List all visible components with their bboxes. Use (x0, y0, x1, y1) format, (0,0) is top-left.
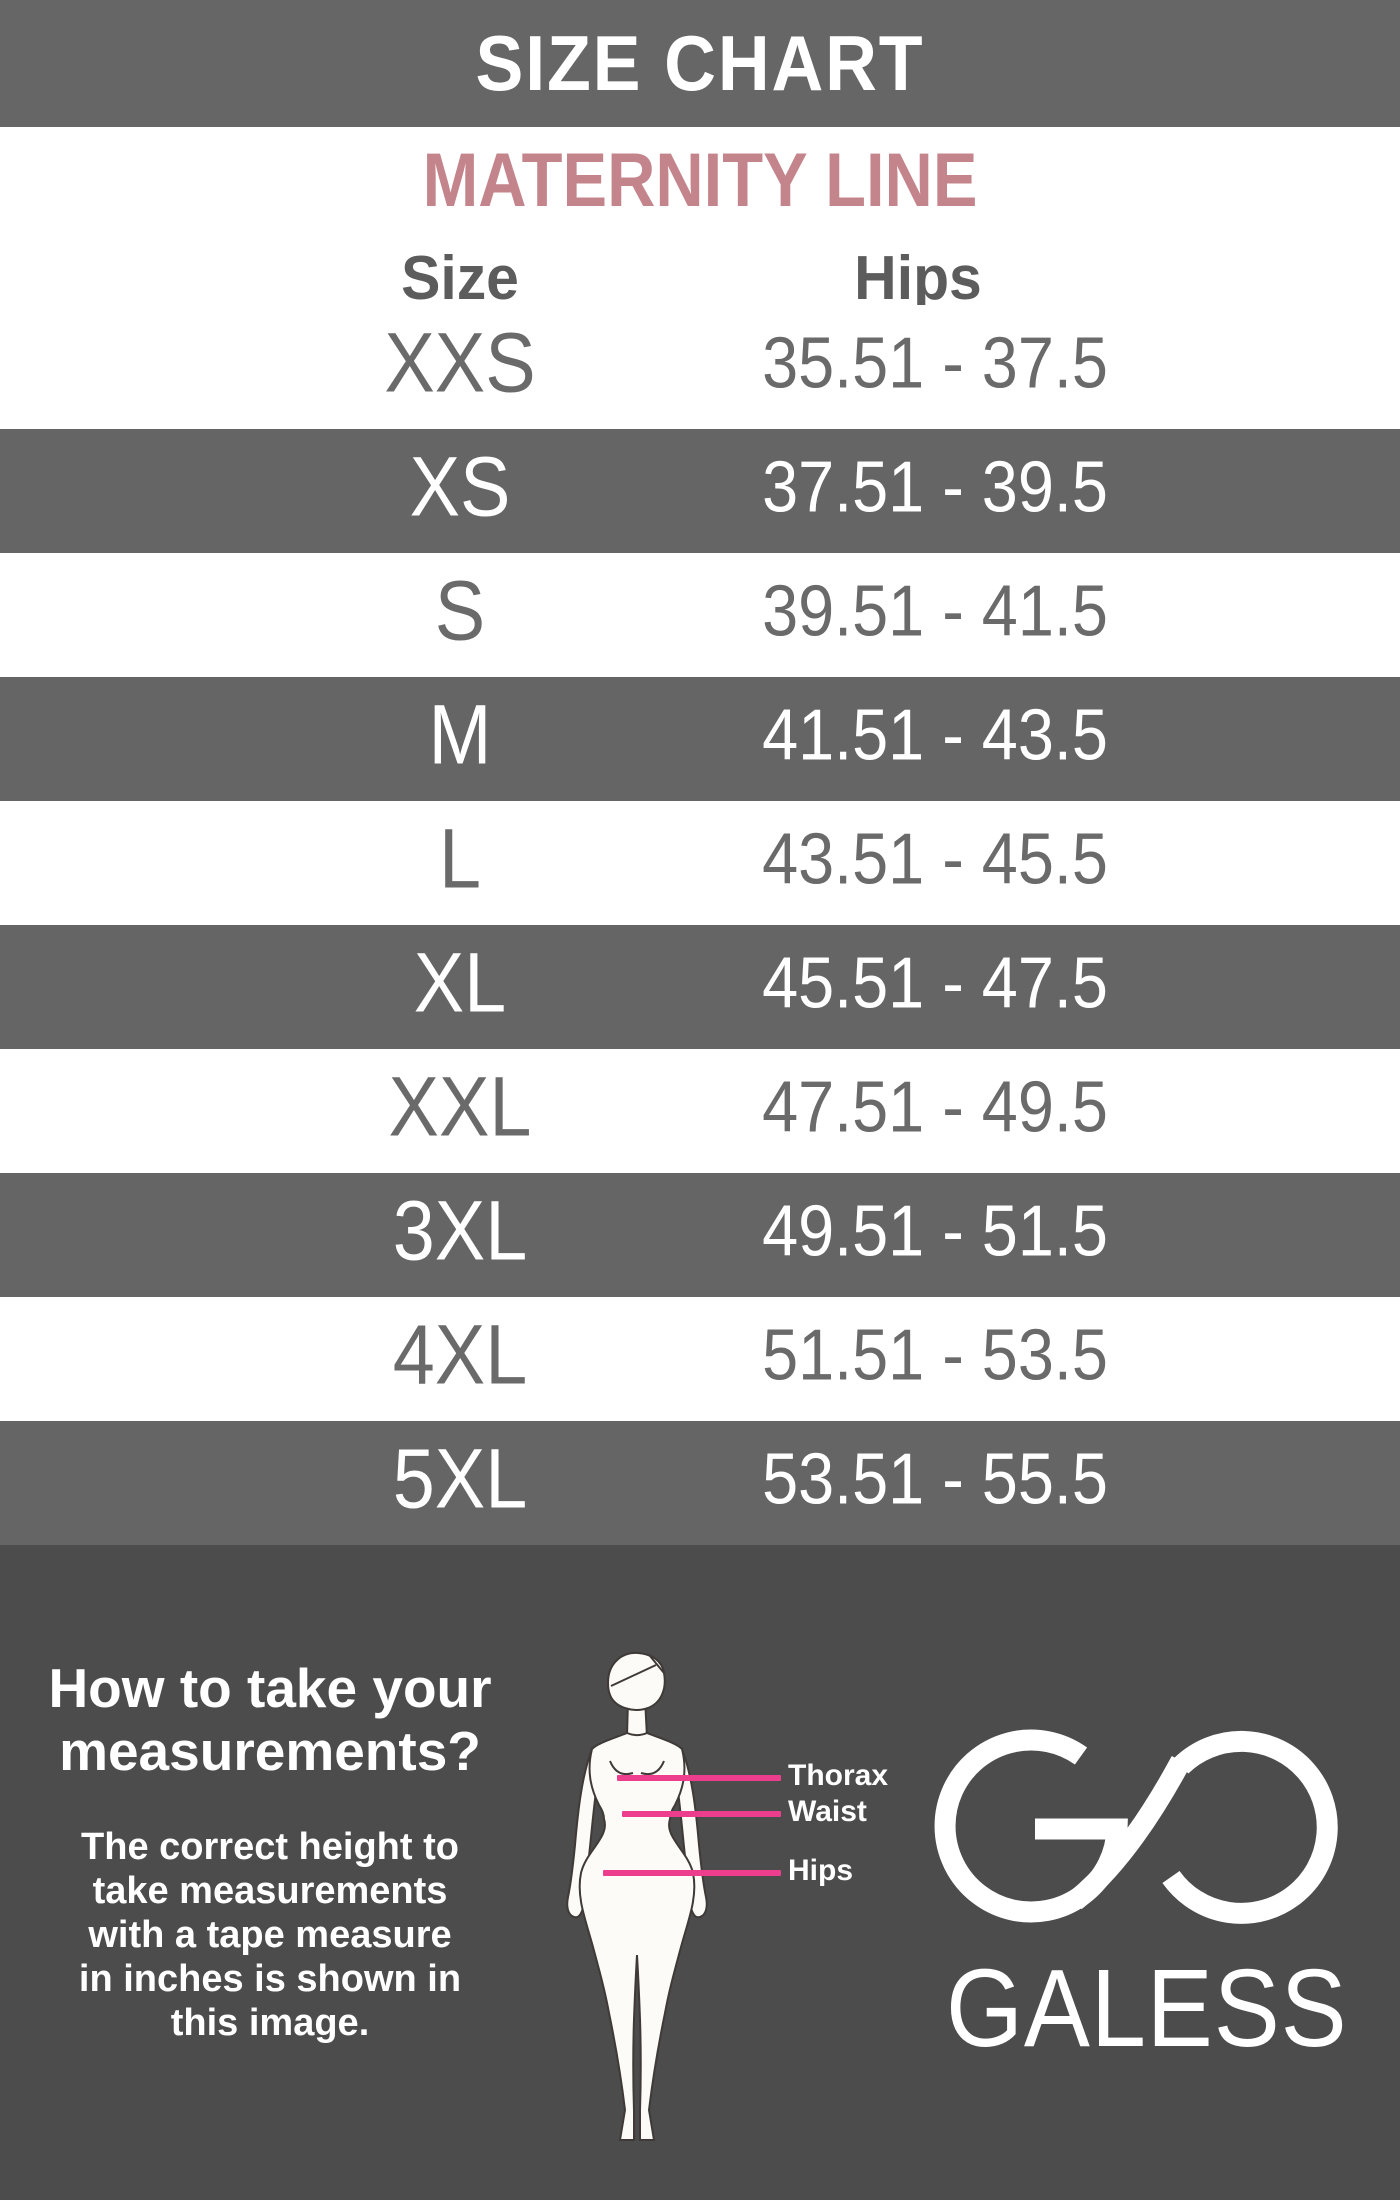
table-header-area: MATERNITY LINE Size Hips (0, 127, 1400, 313)
thorax-measure-line (617, 1775, 781, 1781)
hips-measure-line (603, 1870, 781, 1876)
hips-label: Hips (788, 1854, 854, 1887)
waist-measure-line (622, 1811, 781, 1817)
brand-name: GALESS (946, 1947, 1348, 2070)
table-row: 5XL 53.51 - 55.5 (0, 1421, 1400, 1545)
hips-range-cell: 45.51 - 47.5 (762, 943, 1108, 1024)
table-row: XXL 47.51 - 49.5 (0, 1049, 1400, 1173)
hips-range-cell: 39.51 - 41.5 (762, 571, 1108, 652)
hips-range-cell: 35.51 - 37.5 (762, 323, 1108, 404)
size-cell: XS (409, 439, 511, 534)
table-row: L 43.51 - 45.5 (0, 801, 1400, 925)
size-cell: XXS (384, 315, 536, 410)
go-infinity-logo-icon (934, 1729, 1338, 1924)
size-cell: 4XL (392, 1307, 528, 1402)
table-row: XS 37.51 - 39.5 (0, 429, 1400, 553)
page-title: SIZE CHART (475, 19, 925, 107)
how-to-heading: How to take your measurements? (48, 1657, 492, 1782)
table-row: 3XL 49.51 - 51.5 (0, 1173, 1400, 1297)
body-measurement-figure-icon (566, 1651, 708, 2141)
table-row: S 39.51 - 41.5 (0, 553, 1400, 677)
hips-range-cell: 51.51 - 53.5 (762, 1315, 1108, 1396)
size-cell: XXL (388, 1059, 532, 1154)
collection-subtitle: MATERNITY LINE (422, 138, 978, 223)
size-cell: 3XL (392, 1183, 528, 1278)
hips-range-cell: 49.51 - 51.5 (762, 1191, 1108, 1272)
column-header-size: Size (401, 244, 519, 313)
size-cell: M (428, 687, 492, 782)
brand-logo: GALESS (925, 1545, 1348, 2200)
size-cell: XL (413, 935, 507, 1030)
waist-label: Waist (788, 1795, 867, 1828)
how-to-block: How to take your measurements? The corre… (40, 1657, 500, 2045)
table-row: XXS 35.51 - 37.5 (0, 305, 1400, 429)
how-to-body: The correct height to take measurements … (78, 1826, 462, 2044)
hips-range-cell: 47.51 - 49.5 (762, 1067, 1108, 1148)
size-cell: 5XL (392, 1431, 528, 1526)
hips-range-cell: 53.51 - 55.5 (762, 1439, 1108, 1520)
thorax-label: Thorax (788, 1759, 889, 1792)
size-cell: L (438, 811, 482, 906)
table-row: M 41.51 - 43.5 (0, 677, 1400, 801)
table-row: XL 45.51 - 47.5 (0, 925, 1400, 1049)
column-header-hips: Hips (854, 244, 982, 313)
table-row: 4XL 51.51 - 53.5 (0, 1297, 1400, 1421)
hips-range-cell: 41.51 - 43.5 (762, 695, 1108, 776)
measurement-panel: How to take your measurements? The corre… (0, 1545, 1400, 2200)
title-bar: SIZE CHART (0, 0, 1400, 127)
size-cell: S (434, 563, 486, 658)
hips-range-cell: 43.51 - 45.5 (762, 819, 1108, 900)
size-table: XXS 35.51 - 37.5 XS 37.51 - 39.5 S 39.51… (0, 305, 1400, 1545)
hips-range-cell: 37.51 - 39.5 (762, 447, 1108, 528)
